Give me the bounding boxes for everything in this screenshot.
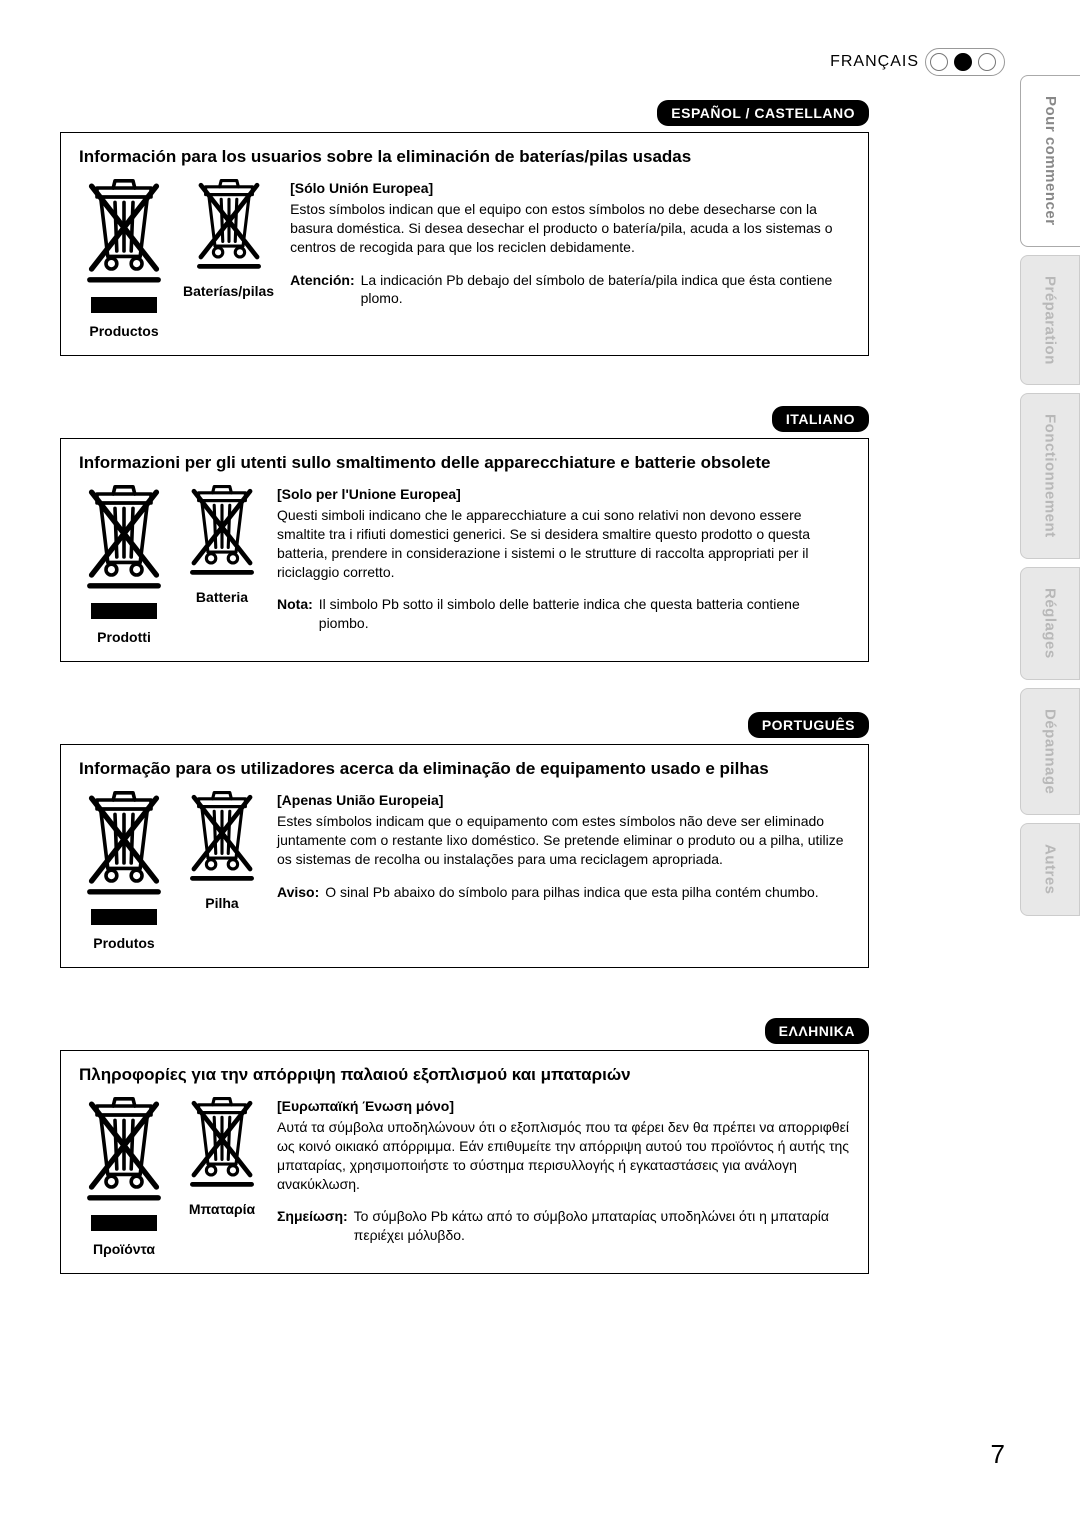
- language-pill-row: ITALIANO: [60, 406, 869, 432]
- battery-icon-block: Μπαταρία: [183, 1097, 261, 1257]
- tab-preparation[interactable]: Préparation: [1020, 255, 1080, 386]
- products-icon-block: Produtos: [79, 791, 169, 951]
- tab-autres[interactable]: Autres: [1020, 823, 1080, 916]
- tab-pour-commencer[interactable]: Pour commencer: [1020, 75, 1080, 247]
- disposal-section: Información para los usuarios sobre la e…: [60, 132, 869, 356]
- tab-label: Fonctionnement: [1042, 414, 1059, 538]
- section-title: Información para los usuarios sobre la e…: [79, 147, 850, 167]
- tab-depannage[interactable]: Dépannage: [1020, 688, 1080, 815]
- note-row: Nota: Il simbolo Pb sotto il simbolo del…: [277, 595, 850, 633]
- weee-bin-icon: [183, 1097, 261, 1191]
- weee-bin-icon: [79, 485, 169, 593]
- note-key: Nota:: [277, 595, 313, 633]
- language-pill: ΕΛΛΗΝΙΚΑ: [765, 1018, 869, 1044]
- section-title: Πληροφορίες για την απόρριψη παλαιού εξο…: [79, 1065, 850, 1085]
- products-label: Produtos: [93, 935, 154, 951]
- weee-bin-icon: [79, 1097, 169, 1205]
- icons-column: Prodotti Batteria: [79, 485, 261, 645]
- battery-label: Baterías/pilas: [183, 283, 274, 299]
- black-bar-icon: [91, 297, 157, 313]
- subheading: [Apenas União Europeia]: [277, 791, 850, 810]
- subheading: [Sólo Unión Europea]: [290, 179, 850, 198]
- note-row: Atención: La indicación Pb debajo del sí…: [290, 271, 850, 309]
- subheading: [Solo per l'Unione Europea]: [277, 485, 850, 504]
- language-pill-row: ESPAÑOL / CASTELLANO: [60, 100, 869, 126]
- body-paragraph: Αυτά τα σύμβολα υποδηλώνουν ότι ο εξοπλι…: [277, 1118, 850, 1194]
- battery-icon-block: Batteria: [183, 485, 261, 645]
- lang-dot-3: [978, 53, 996, 71]
- note-key: Aviso:: [277, 883, 319, 902]
- tab-label: Préparation: [1042, 276, 1059, 365]
- products-label: Προϊόντα: [93, 1241, 155, 1257]
- tab-label: Autres: [1042, 844, 1059, 895]
- note-body: O sinal Pb abaixo do símbolo para pilhas…: [325, 883, 818, 902]
- battery-icon-block: Pilha: [183, 791, 261, 951]
- current-language-label: FRANÇAIS: [830, 53, 919, 71]
- icons-column: Προϊόντα Μπαταρία: [79, 1097, 261, 1257]
- text-column: [Solo per l'Unione Europea] Questi simbo…: [277, 485, 850, 633]
- language-pill-row: PORTUGUÊS: [60, 712, 869, 738]
- lang-dot-2: [954, 53, 972, 71]
- disposal-section: Informação para os utilizadores acerca d…: [60, 744, 869, 968]
- language-pill: ESPAÑOL / CASTELLANO: [657, 100, 869, 126]
- black-bar-icon: [91, 1215, 157, 1231]
- note-key: Atención:: [290, 271, 355, 309]
- products-icon-block: Productos: [79, 179, 169, 339]
- body-paragraph: Estes símbolos indicam que o equipamento…: [277, 812, 850, 869]
- battery-label: Pilha: [205, 895, 238, 911]
- weee-bin-icon: [79, 791, 169, 899]
- disposal-section: Informazioni per gli utenti sullo smalti…: [60, 438, 869, 662]
- products-icon-block: Prodotti: [79, 485, 169, 645]
- battery-label: Μπαταρία: [189, 1201, 255, 1217]
- weee-bin-icon: [190, 179, 268, 273]
- section-title: Informazioni per gli utenti sullo smalti…: [79, 453, 850, 473]
- weee-bin-icon: [79, 179, 169, 287]
- language-dots: [925, 48, 1005, 76]
- black-bar-icon: [91, 909, 157, 925]
- weee-bin-icon: [183, 791, 261, 885]
- tab-fonctionnement[interactable]: Fonctionnement: [1020, 393, 1080, 559]
- language-indicator: FRANÇAIS: [830, 48, 1005, 76]
- note-body: Il simbolo Pb sotto il simbolo delle bat…: [319, 595, 850, 633]
- disposal-section: Πληροφορίες για την απόρριψη παλαιού εξο…: [60, 1050, 869, 1274]
- language-pill-row: ΕΛΛΗΝΙΚΑ: [60, 1018, 869, 1044]
- note-body: La indicación Pb debajo del símbolo de b…: [361, 271, 850, 309]
- body-paragraph: Estos símbolos indican que el equipo con…: [290, 200, 850, 257]
- tab-label: Pour commencer: [1042, 96, 1059, 226]
- language-pill: PORTUGUÊS: [748, 712, 869, 738]
- note-key: Σημείωση:: [277, 1207, 348, 1245]
- weee-bin-icon: [183, 485, 261, 579]
- note-row: Aviso: O sinal Pb abaixo do símbolo para…: [277, 883, 850, 902]
- page-number: 7: [991, 1439, 1005, 1470]
- products-icon-block: Προϊόντα: [79, 1097, 169, 1257]
- tab-label: Dépannage: [1042, 709, 1059, 794]
- text-column: [Sólo Unión Europea] Estos símbolos indi…: [290, 179, 850, 308]
- tab-label: Réglages: [1042, 588, 1059, 659]
- lang-dot-1: [930, 53, 948, 71]
- side-tab-strip: Pour commencer Préparation Fonctionnemen…: [1020, 0, 1080, 1515]
- body-paragraph: Questi simboli indicano che le apparecch…: [277, 506, 850, 582]
- subheading: [Ευρωπαϊκή Ένωση μόνο]: [277, 1097, 850, 1116]
- text-column: [Ευρωπαϊκή Ένωση μόνο] Αυτά τα σύμβολα υ…: [277, 1097, 850, 1245]
- tab-reglages[interactable]: Réglages: [1020, 567, 1080, 680]
- section-title: Informação para os utilizadores acerca d…: [79, 759, 850, 779]
- black-bar-icon: [91, 603, 157, 619]
- battery-label: Batteria: [196, 589, 248, 605]
- icons-column: Produtos Pilha: [79, 791, 261, 951]
- products-label: Productos: [89, 323, 158, 339]
- battery-icon-block: Baterías/pilas: [183, 179, 274, 339]
- language-pill: ITALIANO: [772, 406, 869, 432]
- note-row: Σημείωση: Το σύμβολο Pb κάτω από το σύμβ…: [277, 1207, 850, 1245]
- products-label: Prodotti: [97, 629, 151, 645]
- text-column: [Apenas União Europeia] Estes símbolos i…: [277, 791, 850, 901]
- icons-column: Productos Baterías/pilas: [79, 179, 274, 339]
- note-body: Το σύμβολο Pb κάτω από το σύμβολο μπαταρ…: [354, 1207, 850, 1245]
